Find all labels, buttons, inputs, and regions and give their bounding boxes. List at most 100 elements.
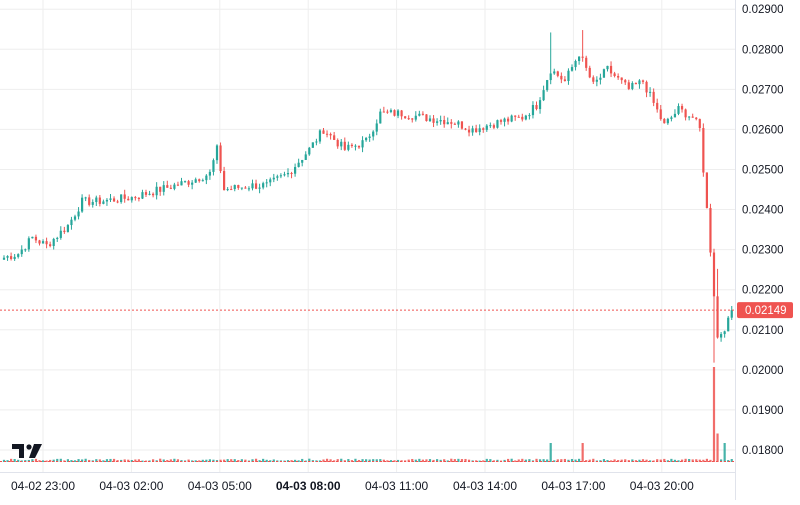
volume-bar	[542, 459, 545, 462]
candle-body	[521, 116, 524, 120]
candle-body	[524, 115, 527, 120]
candle	[418, 110, 421, 117]
candle	[279, 173, 282, 179]
candle	[340, 138, 343, 151]
volume-bar	[485, 458, 488, 462]
volume-bar	[528, 459, 531, 462]
candle	[116, 199, 119, 204]
candle-body	[127, 198, 130, 201]
candle	[446, 117, 449, 125]
candle	[88, 194, 91, 207]
candle	[450, 119, 453, 129]
candle	[546, 79, 549, 92]
candle	[574, 59, 577, 71]
candle	[304, 151, 307, 161]
candle-body	[315, 141, 318, 143]
candle	[556, 70, 559, 78]
volume-bar	[230, 459, 233, 462]
candle-body	[95, 197, 98, 203]
volume-bar	[45, 460, 48, 462]
volume-bar	[254, 458, 258, 462]
volume-bar	[372, 459, 375, 462]
candle	[471, 125, 474, 136]
candle	[233, 184, 236, 192]
candle-body	[471, 128, 474, 133]
candle-body	[499, 120, 503, 122]
candle-body	[41, 241, 45, 244]
candle	[684, 108, 687, 121]
price-tick-label: 0.02200	[742, 285, 784, 297]
overlay-layer	[0, 309, 735, 462]
candle-body	[112, 198, 116, 202]
candle-body	[389, 110, 393, 112]
candle	[627, 79, 630, 91]
candle-body	[254, 183, 258, 189]
time-axis[interactable]: 04-02 23:00 04-03 02:00 04-03 05:00 04-03 0…	[11, 479, 694, 493]
candle-body	[428, 118, 432, 122]
candle-body	[247, 188, 251, 190]
volume-bar	[425, 459, 428, 462]
candle-body	[152, 193, 155, 196]
candle	[59, 226, 62, 240]
candle	[95, 195, 98, 207]
candle	[17, 253, 20, 259]
volume-bar	[393, 460, 396, 462]
volume-bar	[212, 459, 215, 462]
candle	[617, 73, 620, 80]
candle	[127, 196, 130, 201]
candle	[272, 173, 275, 183]
candle	[496, 119, 499, 129]
volume-bar	[432, 459, 435, 462]
volume-bar	[503, 459, 506, 462]
candle-body	[318, 130, 322, 142]
candle	[475, 124, 478, 133]
candle	[521, 113, 524, 122]
candle	[705, 172, 708, 209]
volume-bar	[677, 460, 680, 462]
candle	[205, 174, 208, 185]
candle-body	[652, 91, 655, 103]
candle-body	[45, 241, 48, 245]
candle-body	[265, 182, 268, 184]
volume-bar	[581, 443, 584, 462]
candle	[606, 65, 609, 72]
candle-body	[6, 256, 9, 258]
candle-body	[695, 117, 698, 120]
candle-body	[702, 128, 705, 173]
candle	[347, 141, 350, 152]
volume-bar	[670, 458, 673, 462]
volume-bar	[730, 459, 733, 462]
price-tick-label: 0.02100	[742, 325, 784, 337]
candle-body	[581, 56, 584, 58]
volume-bar	[354, 458, 357, 462]
candle	[588, 65, 591, 79]
candle	[52, 237, 55, 250]
volume-bar	[702, 459, 705, 462]
price-axis[interactable]: 0.02900 0.02800 0.02700 0.02600 0.02500 0.024…	[737, 4, 793, 457]
volume-bar	[340, 458, 343, 462]
candle-body	[556, 71, 559, 76]
candle	[183, 180, 187, 183]
volume-bar	[375, 459, 378, 462]
candle	[45, 237, 48, 249]
candle-body	[187, 181, 190, 185]
candle	[425, 114, 428, 122]
candle-body	[347, 144, 350, 150]
candle-body	[386, 111, 389, 113]
candle	[634, 82, 637, 85]
candle-body	[237, 185, 240, 188]
candle	[581, 30, 584, 62]
candle	[514, 115, 517, 121]
candle	[396, 109, 400, 119]
time-tick-label: 04-03 08:00	[276, 479, 341, 493]
volume-bar	[450, 458, 453, 462]
candle-body	[123, 194, 126, 199]
candle	[350, 143, 353, 148]
tradingview-logo-icon[interactable]	[12, 444, 42, 458]
candle-body	[396, 110, 400, 116]
candle-body	[485, 125, 488, 130]
candle	[510, 114, 513, 123]
candle	[712, 248, 716, 363]
